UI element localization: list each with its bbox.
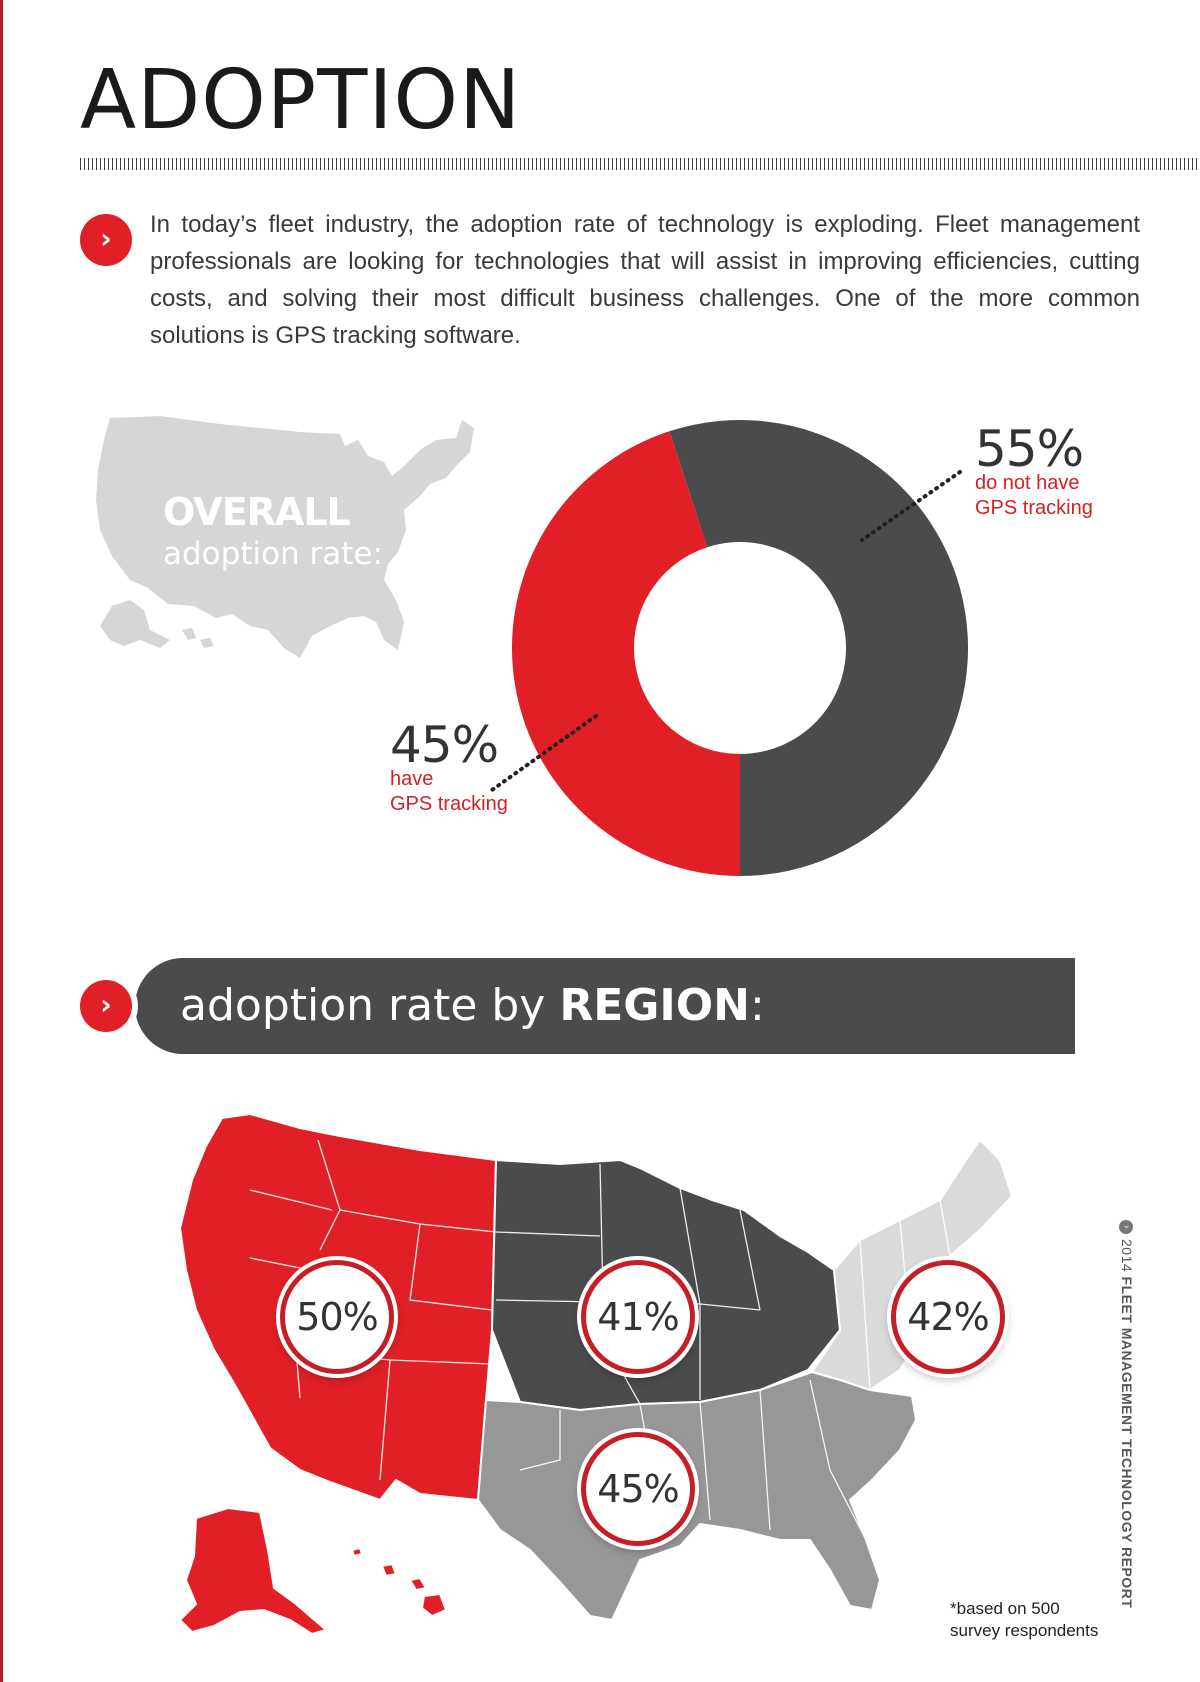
side-report-label: › 2014 FLEET MANAGEMENT TECHNOLOGY REPORT	[1118, 1220, 1135, 1609]
chevron-right-icon: ›	[80, 214, 132, 266]
page-edge-bar	[0, 0, 3, 1682]
region-midwest-badge: 41%	[581, 1260, 695, 1374]
not-have-label-line2: GPS tracking	[975, 497, 1093, 519]
hawaii-shape	[351, 1547, 447, 1617]
footnote: *based on 500 survey respondents	[950, 1598, 1098, 1642]
region-northeast-badge: 42%	[891, 1260, 1005, 1374]
region-heading-prefix: adoption rate by	[180, 980, 560, 1031]
region-heading: adoption rate by REGION:	[180, 978, 765, 1034]
title-rule	[80, 158, 1198, 170]
usa-silhouette	[96, 416, 474, 658]
region-heading-bold: REGION	[559, 980, 750, 1031]
side-year: 2014	[1119, 1239, 1135, 1273]
donut-slice-not-have	[669, 420, 968, 876]
region-heading-suffix: :	[749, 980, 765, 1031]
region-banner	[135, 958, 1075, 1054]
hawaii-silhouette	[182, 628, 214, 648]
not-have-label-line1: do not have	[975, 472, 1080, 494]
copyright-icon: ›	[1118, 1220, 1133, 1234]
chevron-right-icon: ›	[80, 980, 132, 1032]
region-south	[477, 1371, 917, 1621]
have-label-line1: have	[390, 768, 434, 790]
page-title: ADOPTION	[80, 53, 522, 148]
overall-subtitle: adoption rate:	[163, 536, 383, 572]
have-label-line2: GPS tracking	[390, 793, 508, 815]
intro-paragraph: In today’s fleet industry, the adoption …	[150, 211, 1140, 349]
leader-not-have	[860, 470, 962, 542]
footnote-line2: survey respondents	[950, 1621, 1099, 1640]
alaska-shape	[179, 1507, 327, 1635]
region-west-badge: 50%	[280, 1260, 394, 1374]
leader-have	[490, 714, 598, 792]
have-pct-label: 45%	[390, 716, 499, 774]
overall-title: OVERALL	[163, 490, 351, 534]
side-title: FLEET MANAGEMENT TECHNOLOGY REPORT	[1119, 1276, 1135, 1609]
alaska-silhouette	[100, 600, 170, 648]
footnote-line1: *based on 500	[950, 1599, 1060, 1618]
not-have-pct-label: 55%	[975, 420, 1084, 478]
donut-slice-have	[511, 431, 740, 876]
region-south-badge: 45%	[581, 1432, 695, 1546]
